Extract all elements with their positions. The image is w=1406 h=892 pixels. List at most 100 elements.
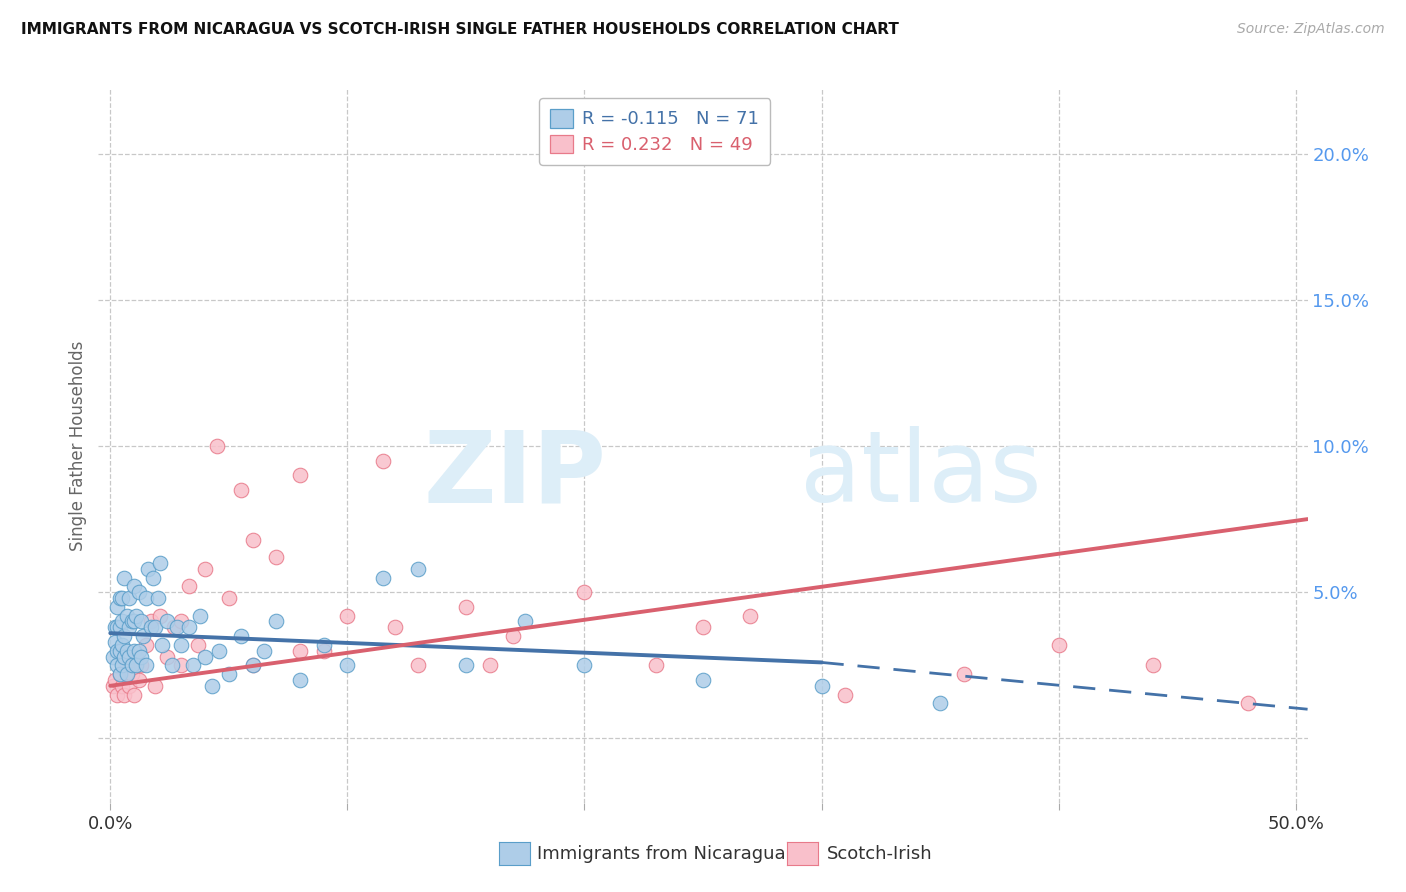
Point bbox=[478, 658, 501, 673]
Point bbox=[121, 615, 143, 629]
Point bbox=[105, 644, 128, 658]
Point bbox=[181, 658, 204, 673]
Point bbox=[810, 679, 832, 693]
Point bbox=[121, 667, 143, 681]
Point bbox=[692, 673, 714, 687]
Point bbox=[114, 688, 136, 702]
Point bbox=[108, 667, 131, 681]
Point bbox=[105, 620, 128, 634]
Point bbox=[454, 658, 477, 673]
Point bbox=[929, 697, 952, 711]
Point bbox=[574, 585, 596, 599]
Point bbox=[132, 629, 155, 643]
Point bbox=[129, 649, 152, 664]
Point bbox=[692, 620, 714, 634]
Point bbox=[111, 679, 134, 693]
Point bbox=[135, 638, 157, 652]
Point bbox=[104, 620, 127, 634]
Point bbox=[111, 638, 134, 652]
Point bbox=[288, 644, 311, 658]
Point bbox=[135, 591, 157, 605]
Point bbox=[170, 615, 193, 629]
Point bbox=[156, 649, 179, 664]
Point bbox=[114, 571, 136, 585]
Point bbox=[125, 649, 148, 664]
Point bbox=[136, 562, 159, 576]
Point bbox=[115, 658, 138, 673]
Point bbox=[371, 453, 394, 467]
Point bbox=[242, 658, 264, 673]
Point bbox=[190, 608, 212, 623]
Point bbox=[139, 615, 162, 629]
Point bbox=[104, 635, 127, 649]
Point bbox=[177, 579, 200, 593]
Text: Immigrants from Nicaragua: Immigrants from Nicaragua bbox=[537, 845, 786, 863]
Point bbox=[166, 620, 188, 634]
Point bbox=[1142, 658, 1164, 673]
Point bbox=[952, 667, 974, 681]
Point bbox=[101, 679, 124, 693]
Point bbox=[108, 644, 131, 658]
Point bbox=[128, 644, 150, 658]
Point bbox=[122, 579, 145, 593]
Point bbox=[502, 629, 524, 643]
Point bbox=[122, 644, 145, 658]
Point bbox=[149, 556, 172, 570]
Point bbox=[111, 591, 134, 605]
Point bbox=[122, 615, 145, 629]
Point bbox=[108, 591, 131, 605]
Point bbox=[253, 644, 276, 658]
Text: Scotch-Irish: Scotch-Irish bbox=[827, 845, 932, 863]
Point bbox=[264, 615, 287, 629]
Point bbox=[1047, 638, 1070, 652]
Point bbox=[170, 658, 193, 673]
Point bbox=[139, 620, 162, 634]
Point bbox=[115, 608, 138, 623]
Point bbox=[105, 599, 128, 614]
Point bbox=[208, 644, 231, 658]
Point bbox=[218, 591, 240, 605]
Point bbox=[101, 649, 124, 664]
Point bbox=[336, 608, 359, 623]
Point bbox=[105, 658, 128, 673]
Point bbox=[128, 673, 150, 687]
Point bbox=[118, 591, 141, 605]
Point bbox=[408, 658, 430, 673]
Point bbox=[574, 658, 596, 673]
Point bbox=[229, 629, 252, 643]
Point bbox=[515, 615, 537, 629]
Text: ZIP: ZIP bbox=[423, 426, 606, 523]
Legend: R = -0.115   N = 71, R = 0.232   N = 49: R = -0.115 N = 71, R = 0.232 N = 49 bbox=[538, 98, 770, 165]
Point bbox=[264, 550, 287, 565]
Point bbox=[143, 679, 166, 693]
Point bbox=[108, 667, 131, 681]
Point bbox=[205, 439, 228, 453]
Point bbox=[108, 620, 131, 634]
Point bbox=[1237, 697, 1260, 711]
Point bbox=[218, 667, 240, 681]
Point bbox=[177, 620, 200, 634]
Text: IMMIGRANTS FROM NICARAGUA VS SCOTCH-IRISH SINGLE FATHER HOUSEHOLDS CORRELATION C: IMMIGRANTS FROM NICARAGUA VS SCOTCH-IRIS… bbox=[21, 22, 898, 37]
Point bbox=[201, 679, 224, 693]
Point bbox=[105, 688, 128, 702]
Point bbox=[187, 638, 209, 652]
Point bbox=[115, 667, 138, 681]
Point bbox=[371, 571, 394, 585]
Point bbox=[242, 533, 264, 547]
Y-axis label: Single Father Households: Single Father Households bbox=[69, 341, 87, 551]
Point bbox=[194, 649, 217, 664]
Point bbox=[740, 608, 762, 623]
Point bbox=[122, 688, 145, 702]
Point bbox=[408, 562, 430, 576]
Text: atlas: atlas bbox=[800, 426, 1042, 523]
Point bbox=[834, 688, 856, 702]
Point bbox=[111, 615, 134, 629]
Point bbox=[644, 658, 666, 673]
Point bbox=[163, 620, 186, 634]
Point bbox=[142, 571, 165, 585]
Point bbox=[229, 483, 252, 497]
Point bbox=[121, 658, 143, 673]
Point bbox=[114, 629, 136, 643]
Point bbox=[160, 658, 183, 673]
Point bbox=[118, 620, 141, 634]
